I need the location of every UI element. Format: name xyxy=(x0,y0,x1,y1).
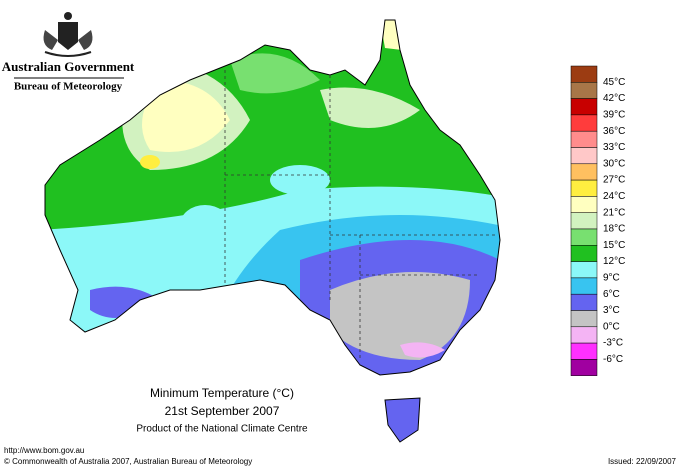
legend-swatch xyxy=(570,179,598,197)
legend-swatch xyxy=(570,228,598,246)
legend-label: -6°C xyxy=(603,354,623,365)
legend-label: 18°C xyxy=(603,224,625,235)
legend-label: 27°C xyxy=(603,175,625,186)
legend-swatch xyxy=(570,277,598,295)
legend-label: 45°C xyxy=(603,77,625,88)
legend-label: -3°C xyxy=(603,338,623,349)
issued: Issued: 22/09/2007 xyxy=(608,457,677,466)
bureau: Bureau of Meteorology xyxy=(14,81,123,93)
legend-label: 12°C xyxy=(603,256,625,267)
legend-swatch xyxy=(570,147,598,165)
map-date: 21st September 2007 xyxy=(165,404,280,418)
map-product: Product of the National Climate Centre xyxy=(136,424,308,435)
legend-swatch xyxy=(570,82,598,99)
legend-label: 3°C xyxy=(603,305,620,316)
legend-swatch xyxy=(570,212,598,230)
legend-swatch xyxy=(570,261,598,279)
legend-swatch xyxy=(570,114,598,132)
government: Australian Government xyxy=(2,59,135,74)
map-title: Minimum Temperature (°C) xyxy=(150,386,294,400)
legend-label: 24°C xyxy=(603,191,625,202)
legend-swatch xyxy=(570,196,598,213)
legend-swatch xyxy=(570,245,598,262)
coastline xyxy=(44,19,501,443)
legend: 45°C 42°C 39°C 36°C 33°C 30°C 27°C 24°C 21°C 18°C… xyxy=(570,65,625,376)
legend-label: 42°C xyxy=(603,93,625,104)
legend-label: 30°C xyxy=(603,158,625,169)
legend-label: 0°C xyxy=(603,321,620,332)
legend-swatch xyxy=(570,65,598,83)
legend-label: 33°C xyxy=(603,142,625,153)
legend-swatch xyxy=(570,326,598,344)
url: http://www.bom.gov.au xyxy=(4,446,84,455)
legend-label: 39°C xyxy=(603,110,625,121)
legend-label: 15°C xyxy=(603,240,625,251)
coat-of-arms xyxy=(43,12,93,57)
legend-label: 9°C xyxy=(603,273,620,284)
legend-label: 36°C xyxy=(603,126,625,137)
legend-swatch xyxy=(570,310,598,328)
legend-swatch xyxy=(570,98,598,116)
legend-swatch xyxy=(570,130,598,148)
legend-swatch xyxy=(570,293,598,311)
copyright: © Commonwealth of Australia 2007, Austra… xyxy=(4,457,252,466)
legend-swatch xyxy=(570,163,598,181)
legend-swatch xyxy=(570,342,598,360)
legend-label: 21°C xyxy=(603,207,625,218)
legend-swatch xyxy=(570,359,598,376)
legend-label: 6°C xyxy=(603,289,620,300)
